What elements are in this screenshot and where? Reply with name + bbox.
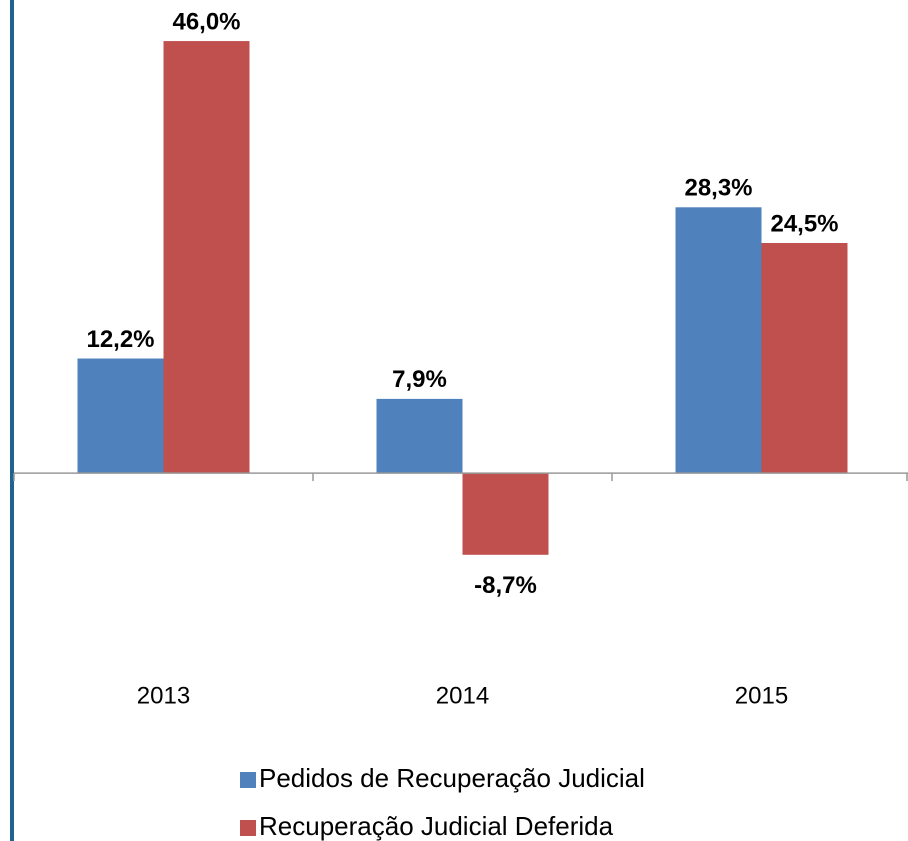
- legend-swatch: [240, 820, 256, 836]
- bar: [163, 41, 250, 474]
- legend-label: Pedidos de Recuperação Judicial: [259, 763, 645, 793]
- bar: [462, 473, 549, 555]
- value-label: 46,0%: [172, 8, 240, 35]
- left-border: [10, 0, 14, 841]
- value-label: 28,3%: [684, 175, 752, 202]
- bar: [77, 358, 164, 474]
- bar: [376, 398, 463, 474]
- value-label: 24,5%: [770, 210, 838, 237]
- legend-label: Recuperação Judicial Deferida: [259, 811, 614, 841]
- legend-swatch: [240, 772, 256, 788]
- bar: [675, 207, 762, 474]
- value-label: 12,2%: [86, 326, 154, 353]
- value-label: -8,7%: [474, 572, 537, 599]
- bar: [761, 242, 848, 474]
- x-tick-label: 2015: [735, 682, 788, 709]
- x-tick-label: 2014: [436, 682, 489, 709]
- x-tick-label: 2013: [137, 682, 190, 709]
- value-label: 7,9%: [392, 366, 447, 393]
